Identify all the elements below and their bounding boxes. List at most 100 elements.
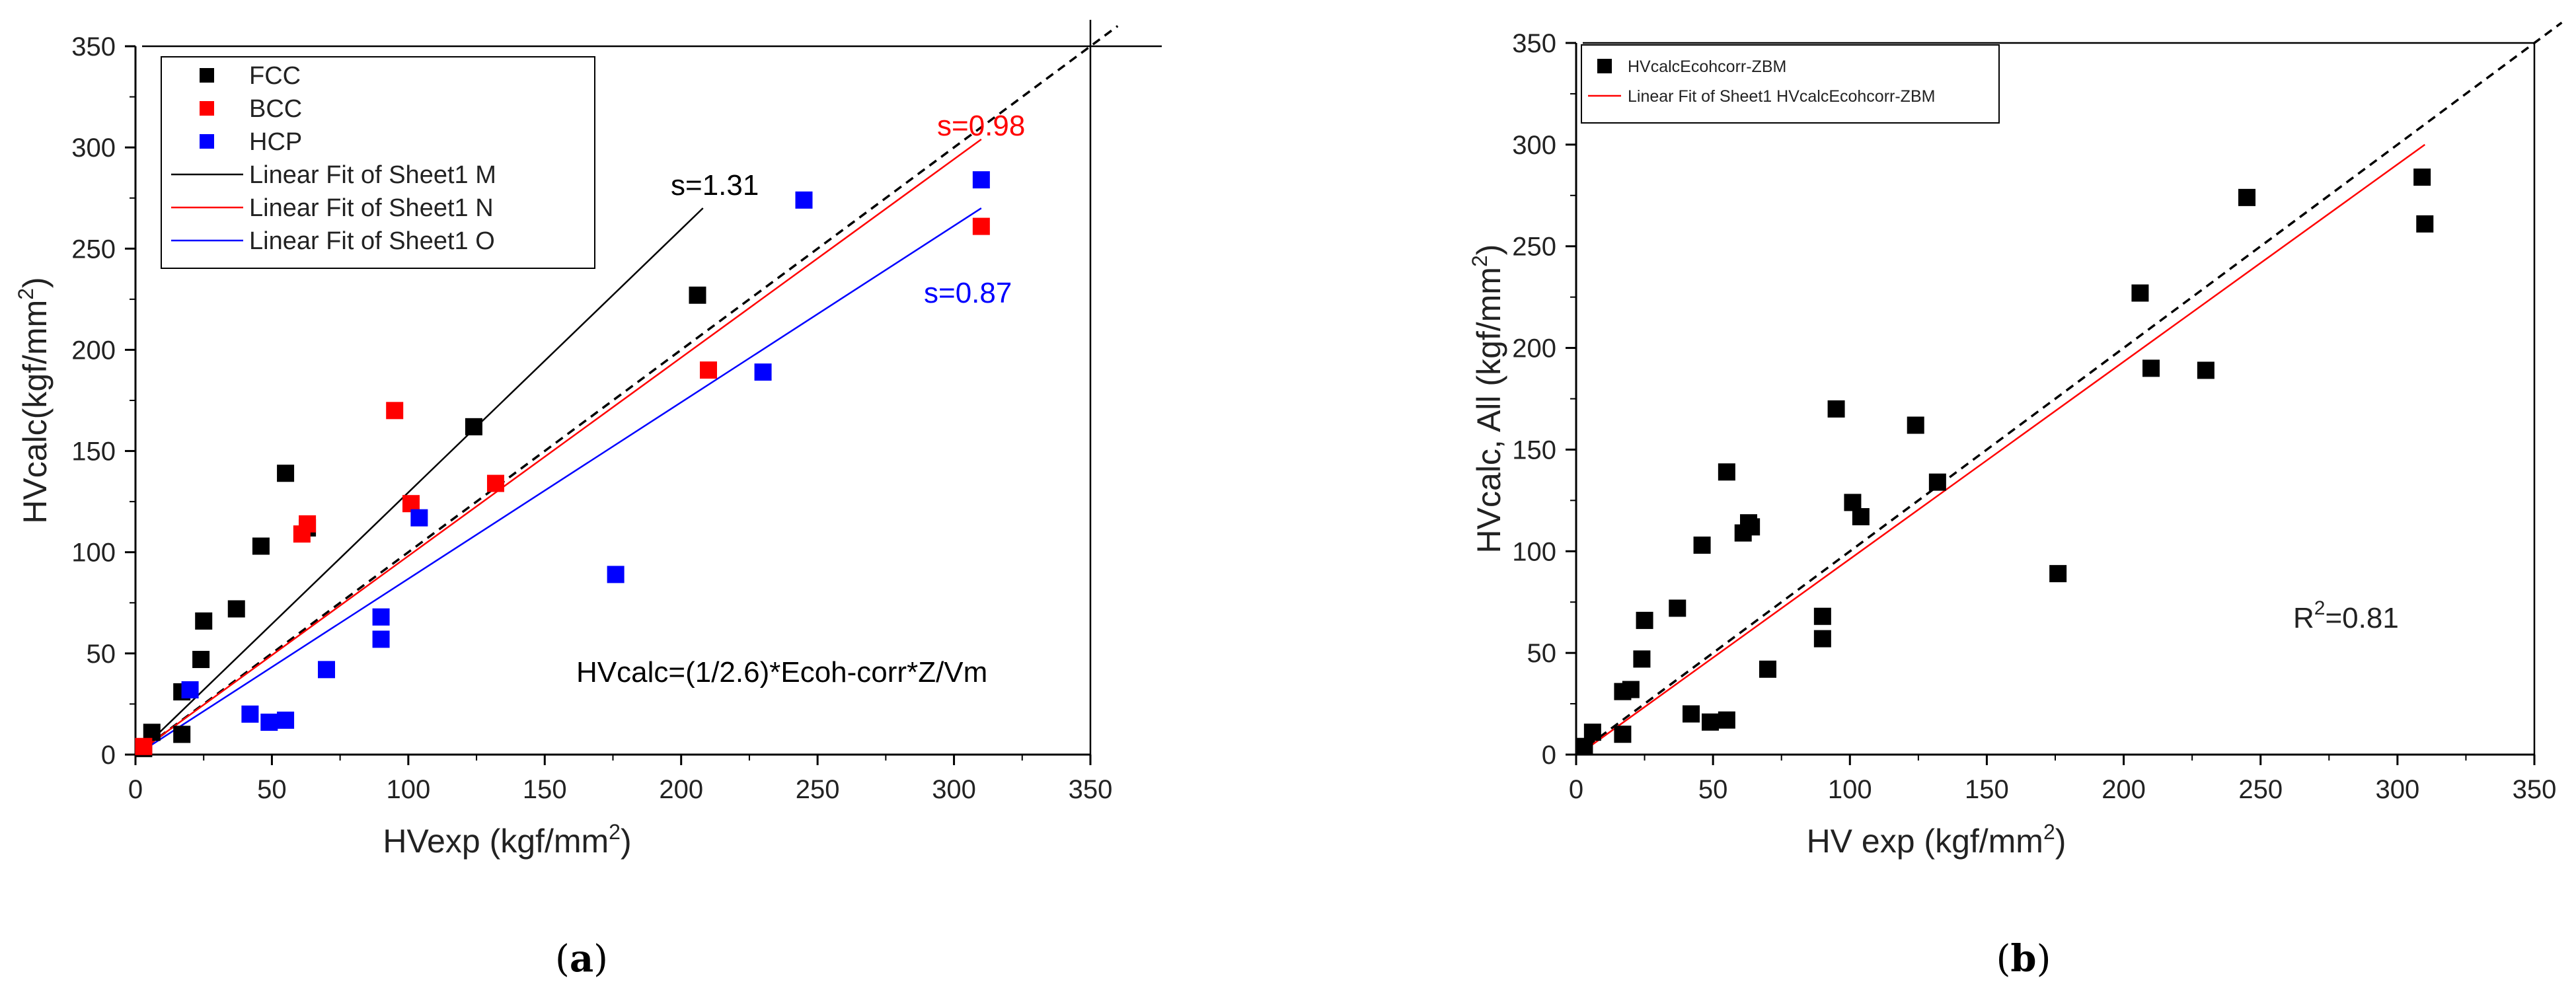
data-point xyxy=(972,171,990,189)
annotation-main: R xyxy=(2293,602,2314,634)
x-tick-label: 50 xyxy=(257,775,287,804)
panel-label-open: ( xyxy=(555,938,570,981)
x-axis-title-main: HV exp (kgf/mm xyxy=(1807,823,2043,860)
y-axis-title: HVcalc(kgf/mm2) xyxy=(14,277,54,523)
data-point xyxy=(1759,660,1776,678)
data-point xyxy=(173,726,191,743)
annotation-sup: 2 xyxy=(2314,597,2326,619)
legend-box xyxy=(161,56,595,269)
chart-panel-b: 0 50 100 150 200 250 300 350 0 50 100 150 200 250 300 3… xyxy=(1468,21,2563,981)
annotation-end: =0.81 xyxy=(2325,602,2398,634)
data-point xyxy=(1743,518,1761,536)
data-point xyxy=(1718,463,1735,481)
y-axis-title: HVcalc, All (kgf/mm2) xyxy=(1468,244,1507,554)
data-point xyxy=(2413,168,2431,186)
data-point xyxy=(252,537,270,555)
x-tick-label: 0 xyxy=(1569,775,1583,804)
data-point xyxy=(795,191,813,209)
legend-label: Linear Fit of Sheet1 N xyxy=(249,194,494,222)
x-tick-label: 150 xyxy=(1965,775,2009,804)
data-point xyxy=(2238,188,2255,206)
legend-label: HVcalcEcohcorr-ZBM xyxy=(1628,57,1786,76)
data-point xyxy=(1813,630,1831,648)
x-axis-title: HV exp (kgf/mm2) xyxy=(1807,820,2066,860)
data-point xyxy=(192,651,210,669)
legend-label: HCP xyxy=(249,128,302,156)
panel-label-open: ( xyxy=(1996,938,2011,981)
x-tick-label: 350 xyxy=(2513,775,2557,804)
x-axis-title: HVexp (kgf/mm2) xyxy=(383,820,631,860)
fit-line-2 xyxy=(148,138,982,745)
panel-label: (a) xyxy=(555,937,608,981)
fit-line-1 xyxy=(1589,143,2426,747)
data-point xyxy=(299,515,317,533)
y-tick-label: 300 xyxy=(1512,131,1556,160)
x-tick-label: 200 xyxy=(659,775,703,804)
y-tick-label: 200 xyxy=(1512,334,1556,363)
data-point xyxy=(260,713,278,731)
x-axis-title-sup: 2 xyxy=(2043,820,2055,844)
data-point xyxy=(754,363,772,381)
x-tick-label: 250 xyxy=(2238,775,2283,804)
legend-marker xyxy=(1597,59,1612,73)
x-tick-label: 0 xyxy=(128,775,143,804)
panel-label-close: ) xyxy=(593,938,608,981)
y-tick-label: 100 xyxy=(71,539,116,568)
y-axis-title-end: ) xyxy=(17,277,54,288)
panel-label-letter: b xyxy=(2010,937,2036,981)
series-hcp xyxy=(181,171,990,731)
x-tick-label: 300 xyxy=(2375,775,2419,804)
data-point xyxy=(1622,681,1640,698)
data-point xyxy=(372,630,390,648)
legend-marker xyxy=(200,134,214,149)
annotation-label: s=0.87 xyxy=(924,277,1012,309)
x-axis-title-sup: 2 xyxy=(609,820,621,844)
legend-label: BCC xyxy=(249,95,302,123)
data-point xyxy=(410,509,428,527)
data-point xyxy=(1683,705,1700,723)
x-axis-title-main: HVexp (kgf/mm xyxy=(383,823,609,860)
fit-line-3 xyxy=(148,207,982,747)
data-point xyxy=(1827,400,1845,418)
annotation-label: s=1.31 xyxy=(671,169,759,202)
y-tick-label: 50 xyxy=(1527,639,1557,668)
data-point xyxy=(227,600,245,618)
data-point xyxy=(689,286,706,304)
data-point xyxy=(2131,284,2149,302)
data-point xyxy=(2049,565,2067,583)
identity-dashed-line xyxy=(1575,21,2563,756)
y-tick-label: 150 xyxy=(71,437,116,466)
x-tick-label: 200 xyxy=(2102,775,2146,804)
series-hvcalcecohcorr-zbm xyxy=(1575,168,2434,755)
data-point xyxy=(2197,361,2215,379)
chart-panel-a: 0 50 100 150 200 250 300 350 0 50 100 150 200 250 300 3… xyxy=(14,20,1162,981)
identity-dashed-line xyxy=(134,24,1119,756)
data-point xyxy=(1583,724,1601,741)
y-axis-title-main: HVcalc, All (kgf/mm xyxy=(1470,267,1507,553)
y-axis-title-sup: 2 xyxy=(14,288,38,300)
annotation-label: HVcalc=(1/2.6)*Ecoh-corr*Z/Vm xyxy=(576,656,987,689)
y-tick-label: 100 xyxy=(1512,537,1556,566)
data-point xyxy=(486,474,504,492)
data-point xyxy=(1907,416,1924,434)
data-point xyxy=(1633,650,1651,668)
data-point xyxy=(2416,215,2434,233)
y-tick-label: 0 xyxy=(101,741,116,770)
x-axis-title-end: ) xyxy=(2055,823,2066,860)
x-axis-title-end: ) xyxy=(621,823,632,860)
y-tick-label: 250 xyxy=(71,235,116,264)
data-point xyxy=(372,608,390,626)
legend: FCC BCC HCP Linear Fit of Sheet1 M Linear Fi… xyxy=(161,56,595,269)
data-point xyxy=(241,705,259,723)
x-tick-label: 100 xyxy=(1828,775,1872,804)
data-point xyxy=(181,681,199,698)
legend-label: Linear Fit of Sheet1 M xyxy=(249,161,496,189)
panel-label: (b) xyxy=(1996,937,2051,981)
y-tick-label: 0 xyxy=(1542,741,1556,770)
data-point xyxy=(318,661,335,679)
legend: HVcalcEcohcorr-ZBM Linear Fit of Sheet1 H… xyxy=(1581,44,2000,124)
data-point xyxy=(2142,359,2160,377)
data-point xyxy=(700,361,717,379)
x-tick-label: 100 xyxy=(386,775,430,804)
